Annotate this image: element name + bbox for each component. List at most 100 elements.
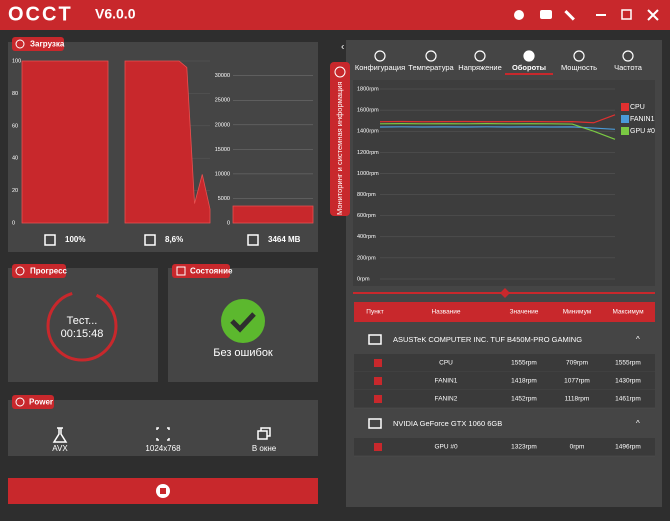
tab[interactable]: Температура (408, 63, 454, 72)
badges: Загрузка Прогресс Состояние Power (12, 37, 233, 409)
checkbox[interactable] (374, 359, 382, 367)
progress-status: Тест... (67, 315, 98, 327)
state-text: Без ошибок (213, 347, 273, 359)
table-row (354, 354, 655, 372)
legend-label: GPU #0 (630, 128, 655, 135)
badge-icon (176, 266, 186, 276)
badge-icon (15, 397, 25, 407)
checkbox[interactable] (374, 395, 382, 403)
y-tick-label: 1400rpm (357, 129, 379, 135)
table-cell: 1323rpm (511, 444, 537, 451)
window-icon (257, 430, 268, 440)
y-tick-label: 15000 (215, 147, 230, 153)
close-button[interactable] (647, 9, 659, 21)
power-item: AVX (52, 444, 68, 453)
y-tick-label: 40 (12, 156, 18, 162)
collapse-arrow[interactable]: ‹ (341, 42, 344, 53)
side-tab[interactable] (330, 62, 350, 216)
version: V6.0.0 (95, 6, 136, 22)
table-cell: 1461rpm (615, 396, 641, 403)
table-cell: 709rpm (566, 360, 588, 367)
table-cell: 1452rpm (511, 396, 537, 403)
tab-icon (425, 50, 437, 62)
checkbox[interactable] (374, 377, 382, 385)
tab[interactable]: Частота (614, 63, 643, 72)
collapse-icon[interactable]: ^ (636, 419, 640, 428)
table-header-cell: Минимум (563, 309, 592, 316)
load-label: 8,6% (165, 235, 183, 244)
power-item: 1024x768 (145, 444, 181, 453)
group-row (354, 414, 655, 434)
table-cell: CPU (439, 360, 453, 367)
stop-icon-square (160, 488, 166, 494)
badge-icon (15, 39, 25, 49)
power-item: В окне (252, 444, 277, 453)
progress-panel (8, 268, 158, 382)
tab-icon (474, 50, 486, 62)
table-header (354, 302, 655, 322)
y-tick-label: 25000 (215, 98, 230, 104)
y-tick-label: 0 (227, 220, 230, 226)
group-name: ASUSTeK COMPUTER INC. TUF B450M-PRO GAMI… (393, 335, 582, 344)
table-cell: 0rpm (570, 444, 585, 451)
ok-check (230, 312, 256, 333)
y-tick-label: 0 (12, 220, 15, 226)
table-row (354, 390, 655, 408)
table-cell: 1118rpm (565, 396, 590, 403)
divider-handle[interactable] (500, 288, 510, 298)
table-cell: FANIN1 (435, 378, 458, 385)
group-icon (368, 418, 382, 429)
table-cell: GPU #0 (434, 444, 458, 451)
table-cell: 1555rpm (511, 360, 537, 367)
y-tick-label: 100 (12, 58, 21, 64)
group-icon (368, 334, 382, 345)
tab[interactable]: Мощность (561, 63, 597, 72)
power-title: Power (29, 398, 53, 407)
collapse-icon[interactable]: ^ (636, 335, 640, 344)
y-tick-label: 800rpm (357, 192, 376, 198)
progress-ring (46, 290, 118, 362)
tab-icon (622, 50, 634, 62)
side-tab-icon (334, 66, 346, 78)
state-title: Состояние (190, 267, 233, 276)
gpu-icon (144, 234, 156, 246)
cpu-icon (44, 234, 56, 246)
table-cell: 1430rpm (615, 378, 641, 385)
legend-swatch (621, 115, 629, 123)
fan-line (379, 126, 616, 130)
camera-button[interactable] (540, 10, 552, 19)
resolution-icon (156, 427, 170, 441)
group-row (354, 330, 655, 350)
table-cell: 1077rpm (564, 378, 590, 385)
tab[interactable]: Напряжение (458, 63, 502, 72)
side-tab-label: Мониторинг и системная информация (335, 82, 344, 216)
checkbox[interactable] (374, 443, 382, 451)
tab[interactable]: Обороты (512, 63, 546, 72)
y-tick-label: 1600rpm (357, 108, 379, 114)
info-button[interactable] (514, 10, 524, 20)
restore-button[interactable] (621, 9, 632, 20)
table-header-cell: Пункт (366, 309, 383, 316)
tab[interactable]: Конфигурация (355, 63, 405, 72)
load-badge (12, 37, 64, 51)
minimize-button[interactable] (596, 14, 606, 16)
avx-icon (52, 427, 68, 443)
title-bar (0, 0, 670, 30)
load-area (232, 205, 314, 224)
y-tick-label: 1200rpm (357, 150, 379, 156)
y-tick-label: 1800rpm (357, 86, 379, 92)
y-tick-label: 200rpm (357, 255, 376, 261)
table-row (354, 438, 655, 456)
table-cell: FANIN2 (435, 396, 458, 403)
progress-badge (12, 264, 66, 278)
window-buttons (514, 9, 659, 21)
fan-line (379, 123, 616, 140)
settings-button[interactable] (564, 10, 575, 21)
load-area (21, 60, 109, 224)
table-header-cell: Максимум (612, 309, 644, 316)
fan-line (379, 114, 616, 124)
window-icon-back (260, 427, 271, 437)
table-header-cell: Значение (510, 309, 539, 316)
memory-icon (247, 234, 259, 246)
